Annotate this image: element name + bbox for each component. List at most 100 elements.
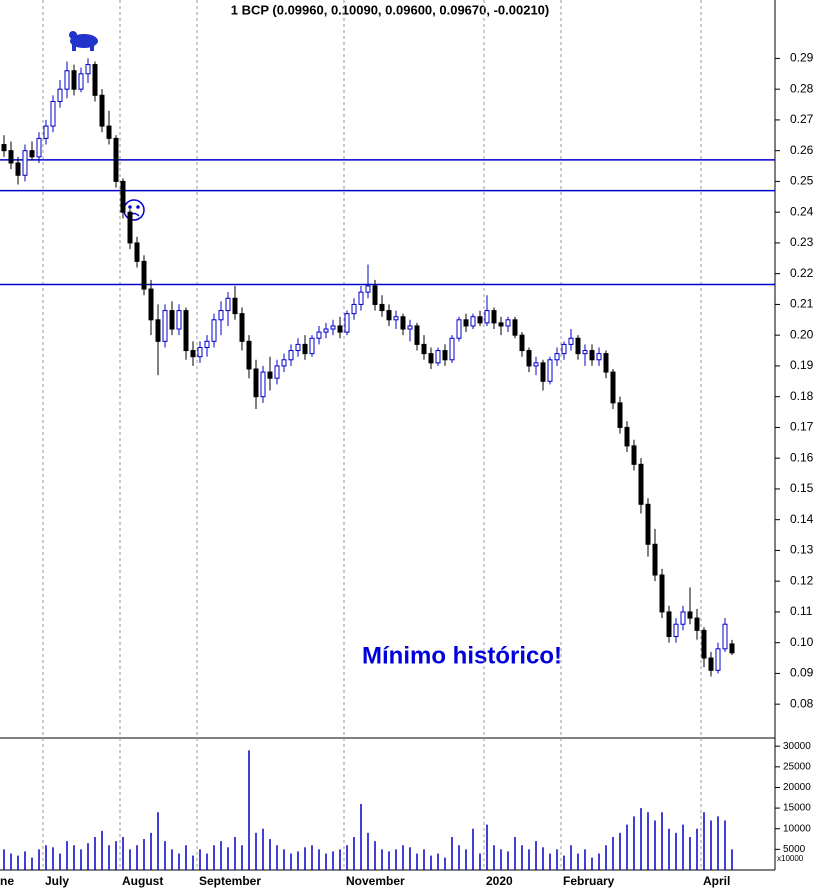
candle-body	[512, 319, 518, 336]
candle-body	[526, 350, 532, 367]
y-tick-label: 0.17	[790, 420, 814, 434]
candle-body	[386, 310, 392, 321]
y-tick-label: 0.16	[790, 450, 814, 464]
candle-body	[568, 337, 574, 345]
y-tick-label: 0.23	[790, 235, 814, 249]
x-tick-label: April	[703, 874, 730, 888]
y-tick-label: 0.13	[790, 543, 814, 557]
y-tick-label: 0.26	[790, 143, 814, 157]
candle-body	[554, 353, 560, 361]
candle-body	[638, 463, 644, 505]
y-tick-label: 0.24	[790, 204, 814, 218]
candle-body	[729, 643, 735, 654]
candle-body	[43, 125, 49, 139]
candle-body	[85, 64, 91, 75]
candle-body	[652, 543, 658, 576]
candle-body	[183, 310, 189, 352]
candle-body	[15, 162, 21, 176]
y-tick-label: 0.25	[790, 174, 814, 188]
y-tick-label: 0.18	[790, 389, 814, 403]
x-tick-label: September	[199, 874, 261, 888]
candle-body	[477, 316, 483, 324]
candle-body	[337, 325, 343, 333]
candle-body	[393, 316, 399, 321]
candle-body	[463, 319, 469, 327]
chart-title: 1 BCP (0.09960, 0.10090, 0.09600, 0.0967…	[231, 2, 550, 17]
y-tick-label: 0.28	[790, 81, 814, 95]
candle-body	[92, 64, 98, 96]
candle-body	[330, 325, 336, 330]
candle-body	[722, 623, 728, 650]
volume-tick-label: 15000	[783, 803, 811, 814]
candle-body	[400, 316, 406, 330]
candle-body	[1, 144, 7, 152]
candle-body	[127, 211, 133, 244]
candle-body	[407, 325, 413, 330]
candle-body	[323, 328, 329, 333]
candle-body	[57, 88, 63, 102]
candle-body	[603, 353, 609, 373]
y-tick-label: 0.08	[790, 696, 814, 710]
volume-tick-label: 20000	[783, 782, 811, 793]
candle-body	[624, 426, 630, 447]
candle-body	[470, 316, 476, 327]
x-tick-label: August	[122, 874, 163, 888]
candle-body	[456, 319, 462, 339]
candle-body	[575, 337, 581, 355]
candle-body	[659, 574, 665, 613]
candle-body	[372, 285, 378, 305]
candle-body	[232, 297, 238, 315]
candle-body	[358, 291, 364, 305]
candle-body	[29, 150, 35, 158]
candle-body	[99, 94, 105, 127]
candle-body	[253, 368, 259, 398]
candle-body	[141, 260, 147, 290]
candle-body	[533, 362, 539, 367]
candle-body	[162, 310, 168, 342]
candle-body	[428, 353, 434, 364]
candle-body	[617, 402, 623, 428]
y-tick-label: 0.11	[790, 604, 813, 618]
y-tick-label: 0.09	[790, 666, 814, 680]
candle-body	[421, 343, 427, 355]
candle-body	[610, 371, 616, 404]
candle-body	[281, 359, 287, 367]
candle-body	[442, 350, 448, 361]
candle-body	[239, 313, 245, 342]
candle-body	[8, 150, 14, 164]
candle-body	[715, 648, 721, 671]
candle-body	[106, 125, 112, 139]
candle-body	[120, 180, 126, 213]
candle-body	[309, 337, 315, 355]
y-tick-label: 0.27	[790, 112, 814, 126]
volume-tick-label: 30000	[783, 741, 811, 752]
candle-body	[379, 303, 385, 312]
y-tick-label: 0.12	[790, 573, 814, 587]
x-tick-label: ne	[0, 874, 14, 888]
x-tick-label: 2020	[486, 874, 513, 888]
candle-body	[449, 337, 455, 361]
candle-body	[631, 445, 637, 465]
candle-body	[519, 334, 525, 352]
candle-body	[225, 297, 231, 312]
y-tick-label: 0.20	[790, 327, 814, 341]
candle-body	[267, 371, 273, 379]
volume-tick-label: 5000	[783, 844, 806, 855]
candle-body	[435, 350, 441, 364]
candle-body	[64, 70, 70, 90]
x-tick-label: November	[346, 874, 405, 888]
candle-body	[589, 350, 595, 361]
candle-body	[197, 346, 203, 358]
candle-body	[491, 310, 497, 324]
y-tick-label: 0.29	[790, 51, 814, 65]
candle-body	[302, 343, 308, 355]
sad-face-icon	[123, 199, 145, 221]
y-tick-label: 0.22	[790, 266, 814, 280]
y-tick-label: 0.15	[790, 481, 814, 495]
candle-body	[113, 137, 119, 182]
candle-body	[582, 350, 588, 355]
candle-body	[211, 319, 217, 342]
candle-body	[274, 365, 280, 379]
candle-body	[414, 325, 420, 345]
